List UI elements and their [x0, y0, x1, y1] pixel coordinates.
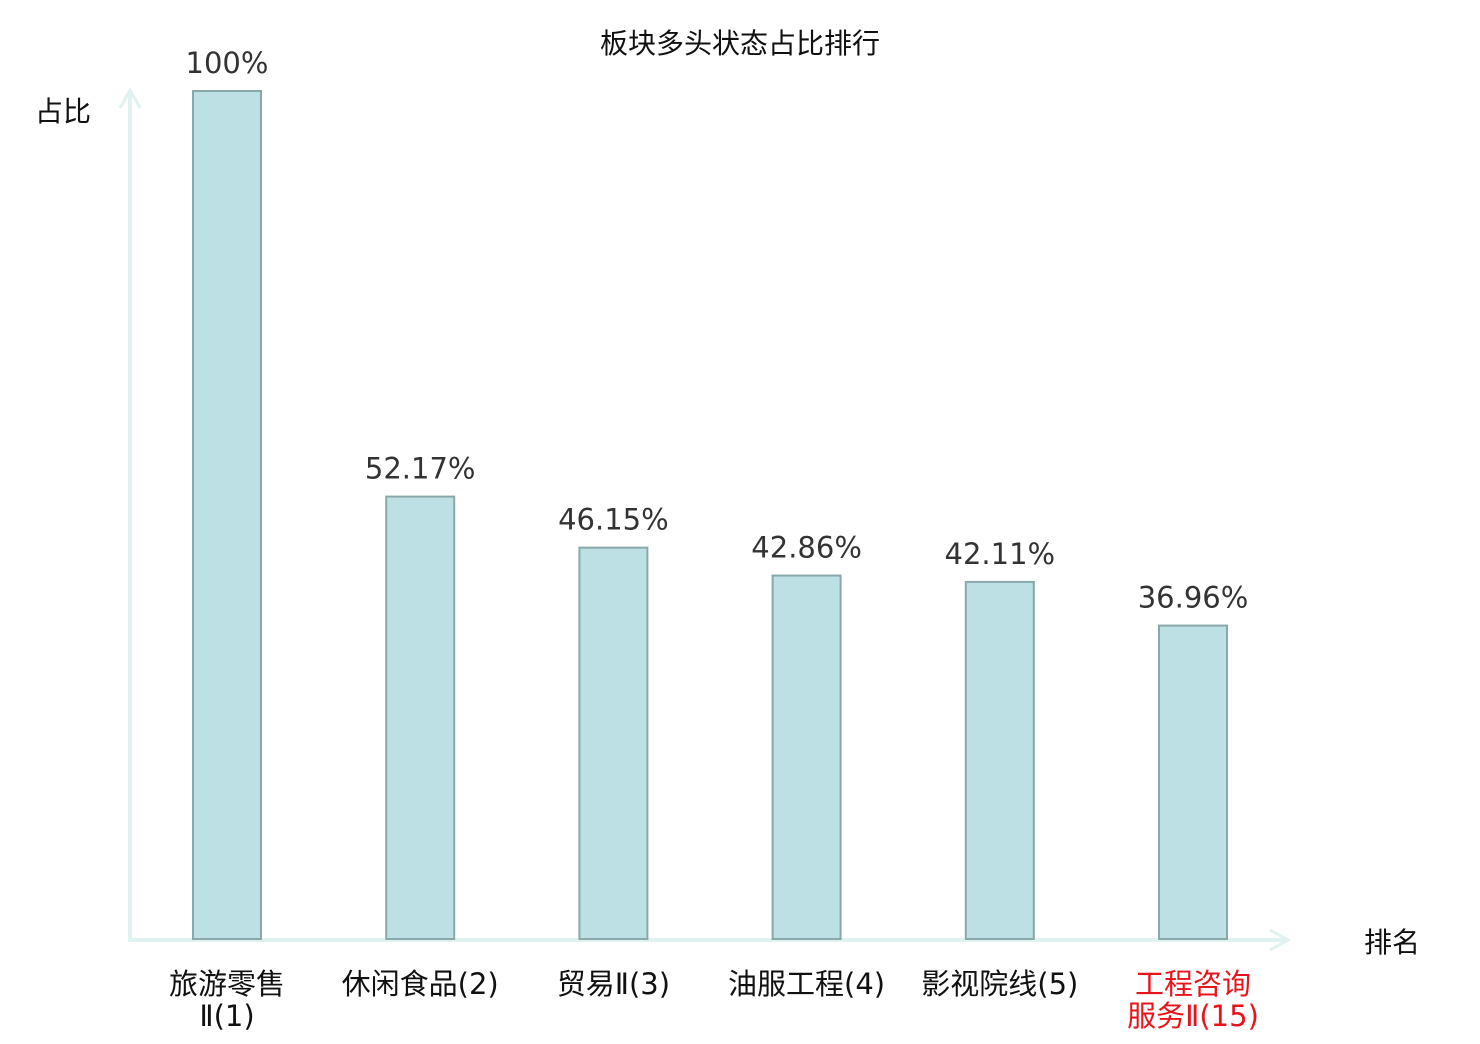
x-tick-label: 工程咨询 — [1135, 967, 1251, 1001]
x-tick-label: 休闲食品(2) — [342, 967, 499, 1001]
x-tick-label: 服务Ⅱ(15) — [1127, 999, 1259, 1033]
x-tick-label: 油服工程(4) — [728, 967, 885, 1001]
x-tick-label: Ⅱ(1) — [199, 999, 254, 1033]
bar — [385, 495, 456, 940]
bar — [578, 546, 649, 940]
x-axis-label: 排名 — [1364, 926, 1420, 959]
x-tick-label: 影视院线(5) — [921, 967, 1078, 1001]
bar — [1158, 624, 1228, 941]
data-label: 42.11% — [945, 537, 1056, 571]
x-tick-label: 旅游零售 — [169, 967, 285, 1001]
y-axis-label: 占比 — [35, 95, 91, 128]
data-label: 52.17% — [365, 452, 476, 486]
data-label: 46.15% — [558, 503, 669, 537]
bar — [964, 580, 1035, 941]
data-label: 42.86% — [751, 531, 862, 565]
bar — [771, 574, 842, 940]
data-label: 100% — [186, 46, 269, 80]
data-label: 36.96% — [1138, 581, 1249, 615]
y-axis — [118, 86, 142, 940]
x-tick-label: 贸易Ⅱ(3) — [557, 967, 670, 1001]
bar — [192, 90, 262, 940]
chart-title: 板块多头状态占比排行 — [600, 27, 880, 60]
x-axis — [128, 928, 1292, 952]
